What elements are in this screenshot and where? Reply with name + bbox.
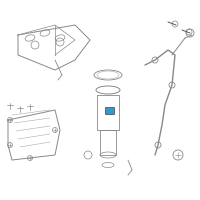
FancyBboxPatch shape <box>106 108 114 114</box>
